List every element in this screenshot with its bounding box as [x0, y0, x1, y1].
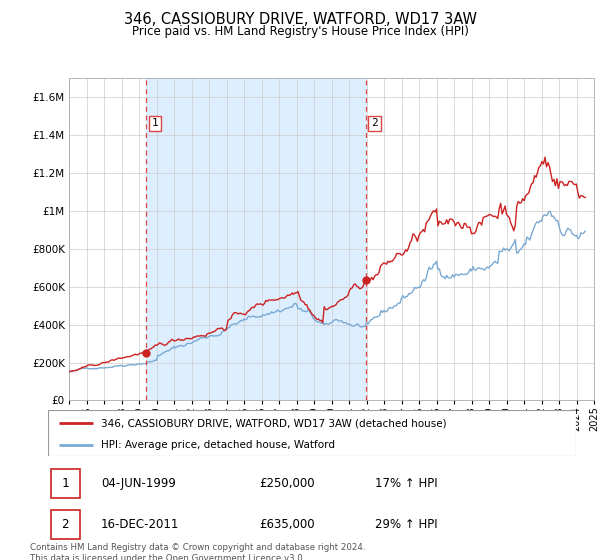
- Bar: [50, 510, 80, 539]
- Bar: [50, 469, 80, 498]
- Bar: [146, 78, 366, 400]
- Text: 2: 2: [61, 517, 69, 531]
- Text: 2: 2: [371, 119, 378, 128]
- Text: 346, CASSIOBURY DRIVE, WATFORD, WD17 3AW: 346, CASSIOBURY DRIVE, WATFORD, WD17 3AW: [124, 12, 476, 27]
- Text: 1: 1: [152, 119, 158, 128]
- Text: £250,000: £250,000: [259, 477, 315, 490]
- Text: £635,000: £635,000: [259, 517, 315, 531]
- Text: HPI: Average price, detached house, Watford: HPI: Average price, detached house, Watf…: [101, 440, 335, 450]
- Text: Price paid vs. HM Land Registry's House Price Index (HPI): Price paid vs. HM Land Registry's House …: [131, 25, 469, 38]
- Text: 17% ↑ HPI: 17% ↑ HPI: [376, 477, 438, 490]
- Text: 1: 1: [61, 477, 69, 490]
- Text: 346, CASSIOBURY DRIVE, WATFORD, WD17 3AW (detached house): 346, CASSIOBURY DRIVE, WATFORD, WD17 3AW…: [101, 418, 446, 428]
- Text: 16-DEC-2011: 16-DEC-2011: [101, 517, 179, 531]
- Text: 29% ↑ HPI: 29% ↑ HPI: [376, 517, 438, 531]
- Text: 04-JUN-1999: 04-JUN-1999: [101, 477, 176, 490]
- Text: Contains HM Land Registry data © Crown copyright and database right 2024.
This d: Contains HM Land Registry data © Crown c…: [30, 543, 365, 560]
